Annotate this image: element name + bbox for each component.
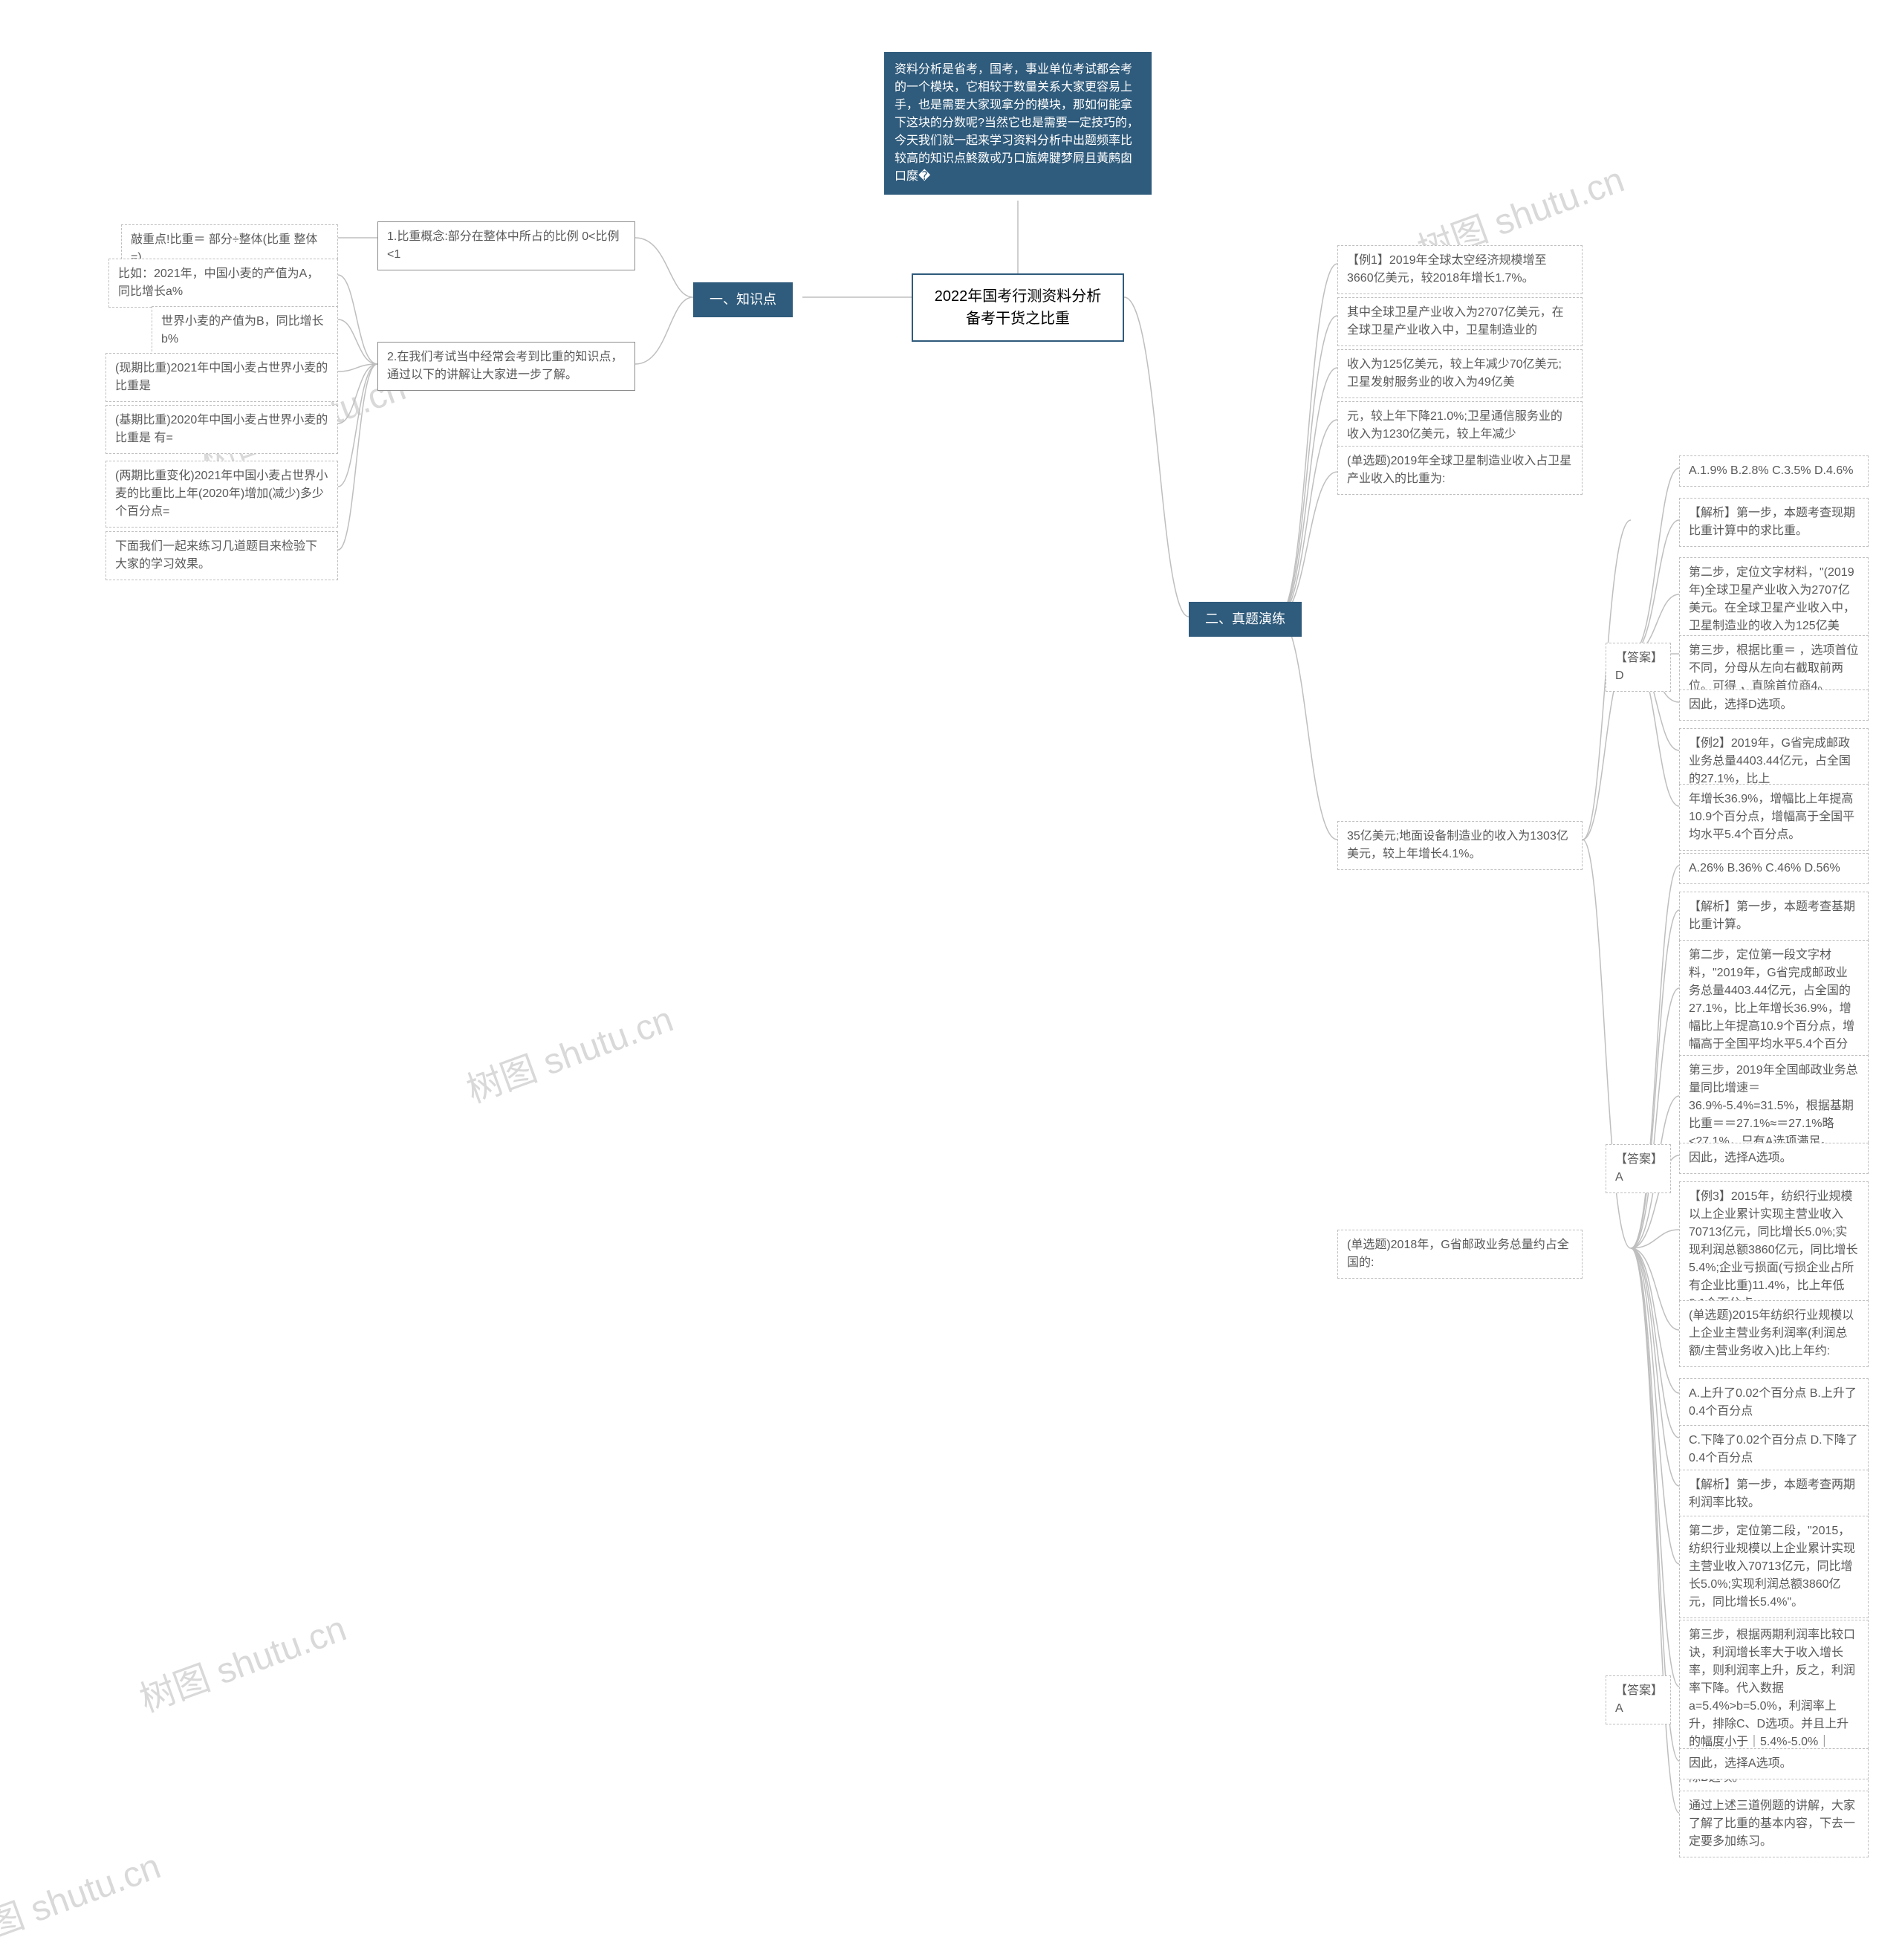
ex1-line1: 【例1】2019年全球太空经济规模增至3660亿美元，较2018年增长1.7%。 xyxy=(1337,245,1583,294)
q1-step4: 因此，选择D选项。 xyxy=(1679,689,1869,721)
watermark: 树图 shutu.cn xyxy=(132,1599,352,1722)
node-change-ratio: (两期比重变化)2021年中国小麦占世界小麦的比重比上年(2020年)增加(减少… xyxy=(106,461,338,528)
q1-options: A.1.9% B.2.8% C.3.5% D.4.6% xyxy=(1679,455,1869,487)
ex2-line2: 年增长36.9%，增幅比上年提高10.9个百分点，增幅高于全国平均水平5.4个百… xyxy=(1679,784,1869,851)
q2-step1: 【解析】第一步，本题考查基期比重计算。 xyxy=(1679,892,1869,941)
node-example-b: 世界小麦的产值为B，同比增长b% xyxy=(152,306,338,355)
q3-stem: (单选题)2015年纺织行业规模以上企业主营业务利润率(利润总额/主营业务收入)… xyxy=(1679,1300,1869,1367)
branch-knowledge: 一、知识点 xyxy=(693,282,793,317)
q3-optC: C.下降了0.02个百分点 D.下降了0.4个百分点 xyxy=(1679,1425,1869,1474)
ex1-line3: 收入为125亿美元，较上年减少70亿美元;卫星发射服务业的收入为49亿美 xyxy=(1337,349,1583,398)
node-exam-intro: 2.在我们考试当中经常会考到比重的知识点，通过以下的讲解让大家进一步了解。 xyxy=(377,342,635,391)
ex3-line1: 【例3】2015年，纺织行业规模以上企业累计实现主营业收入70713亿元，同比增… xyxy=(1679,1181,1869,1320)
q3-step1: 【解析】第一步，本题考查两期利润率比较。 xyxy=(1679,1470,1869,1519)
node-concept: 1.比重概念:部分在整体中所占的比例 0<比例<1 xyxy=(377,221,635,270)
q1-answer-label: 【答案】D xyxy=(1606,643,1671,692)
ex1-line2: 其中全球卫星产业收入为2707亿美元，在全球卫星产业收入中，卫星制造业的 xyxy=(1337,297,1583,346)
branch-practice: 二、真题演练 xyxy=(1189,602,1302,637)
root-node: 2022年国考行测资料分析备考干货之比重 xyxy=(912,273,1124,342)
watermark: 树图 shutu.cn xyxy=(458,990,679,1112)
q2-options: A.26% B.36% C.46% D.56% xyxy=(1679,853,1869,884)
q2-answer-label: 【答案】A xyxy=(1606,1144,1671,1193)
q1-stem: (单选题)2019年全球卫星制造业收入占卫星产业收入的比重为: xyxy=(1337,446,1583,495)
ex1-line5: 35亿美元;地面设备制造业的收入为1303亿美元，较上年增长4.1%。 xyxy=(1337,821,1583,870)
node-current-ratio: (现期比重)2021年中国小麦占世界小麦的比重是 xyxy=(106,353,338,402)
ex1-line4: 元，较上年下降21.0%;卫星通信服务业的收入为1230亿美元，较上年减少 xyxy=(1337,401,1583,450)
q1-step1: 【解析】第一步，本题考查现期比重计算中的求比重。 xyxy=(1679,498,1869,547)
intro-block: 资料分析是省考，国考，事业单位考试都会考的一个模块，它相较于数量关系大家更容易上… xyxy=(884,52,1152,195)
q2-step4: 因此，选择A选项。 xyxy=(1679,1143,1869,1174)
node-practice-intro: 下面我们一起来练习几道题目来检验下大家的学习效果。 xyxy=(106,531,338,580)
node-example-a: 比如：2021年，中国小麦的产值为A，同比增长a% xyxy=(108,259,338,308)
conclusion: 通过上述三道例题的讲解，大家了解了比重的基本内容，下去一定要多加练习。 xyxy=(1679,1791,1869,1857)
q2-stem: (单选题)2018年，G省邮政业务总量约占全国的: xyxy=(1337,1230,1583,1279)
q3-step4: 因此，选择A选项。 xyxy=(1679,1748,1869,1779)
q3-step2: 第二步，定位第二段，"2015，纺织行业规模以上企业累计实现主营业收入70713… xyxy=(1679,1516,1869,1618)
node-base-ratio: (基期比重)2020年中国小麦占世界小麦的比重是 有= xyxy=(106,405,338,454)
watermark: 树图 shutu.cn xyxy=(0,1837,166,1959)
q3-optA: A.上升了0.02个百分点 B.上升了0.4个百分点 xyxy=(1679,1378,1869,1427)
q3-answer-label: 【答案】A xyxy=(1606,1675,1671,1724)
